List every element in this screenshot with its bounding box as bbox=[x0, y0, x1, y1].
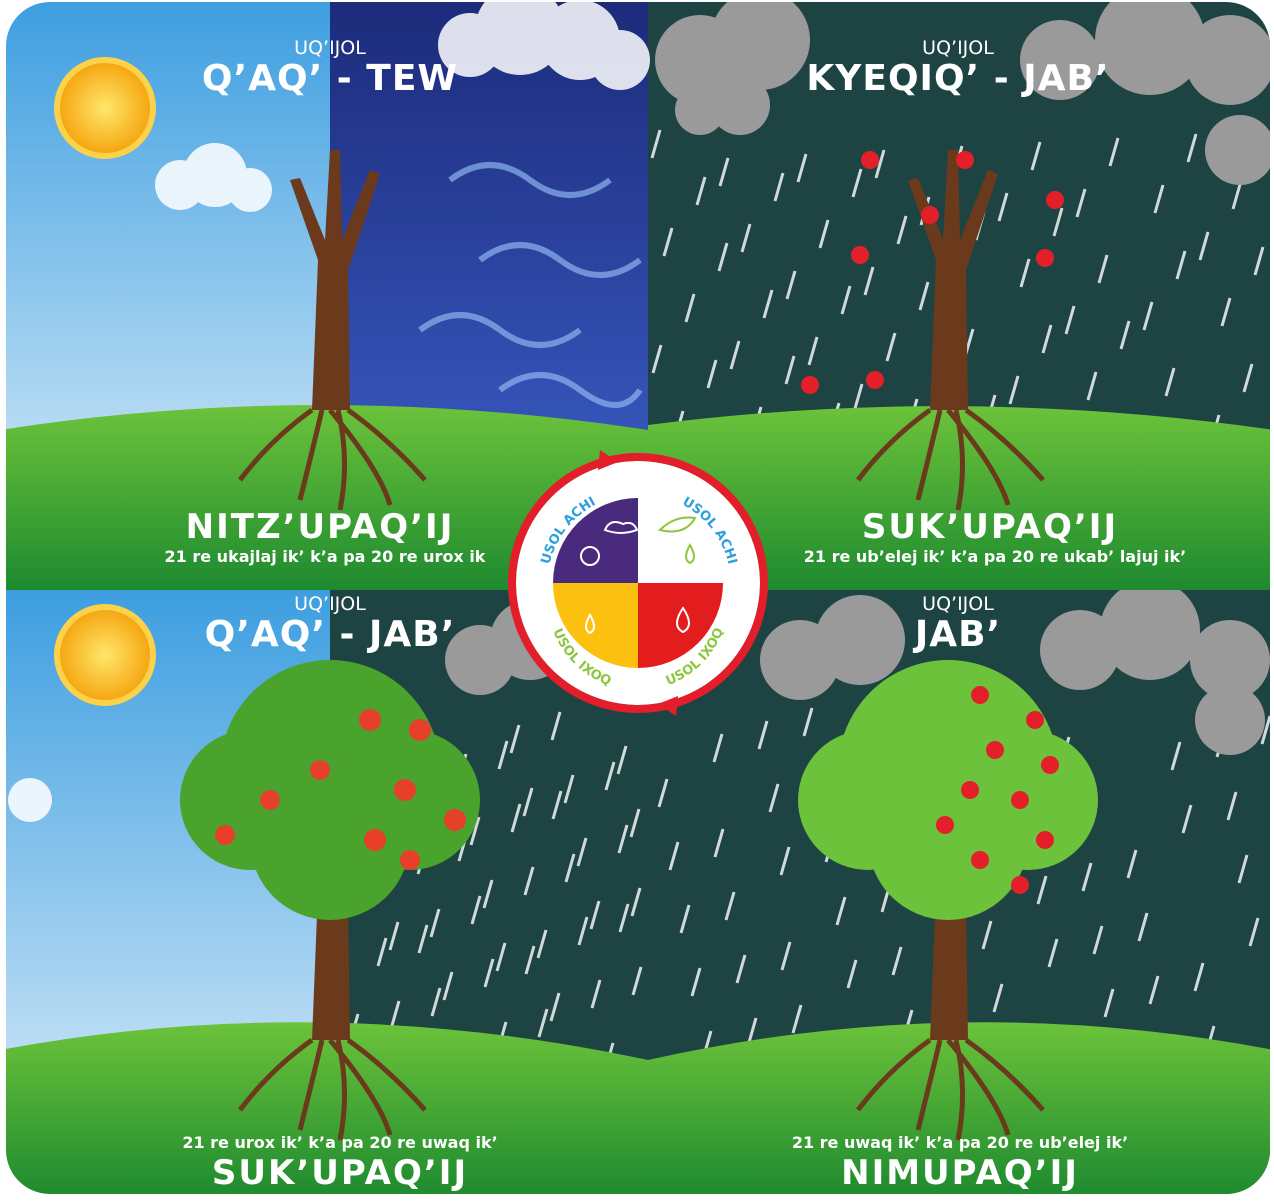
season-infographic: UQ’IJOL Q’AQ’ - TEW NITZ’UPAQ’IJ 21 re u… bbox=[0, 0, 1274, 1197]
season: NITZ’UPAQ’IJ bbox=[186, 507, 455, 547]
panel-label: UQ’IJOL bbox=[294, 593, 366, 615]
panel-title: JAB’ bbox=[912, 614, 1001, 655]
season: SUK’UPAQ’IJ bbox=[862, 507, 1118, 547]
panel-label: UQ’IJOL bbox=[294, 37, 366, 59]
dates: 21 re ub’elej ik’ k’a pa 20 re ukab’ laj… bbox=[804, 547, 1186, 566]
dates: 21 re urox ik’ k’a pa 20 re uwaq ik’ bbox=[182, 1133, 497, 1152]
panel-title: Q’AQ’ - TEW bbox=[202, 58, 458, 99]
panel-title: Q’AQ’ - JAB’ bbox=[205, 614, 456, 655]
panel-label: UQ’IJOL bbox=[922, 593, 994, 615]
season: NIMUPAQ’IJ bbox=[841, 1153, 1079, 1193]
dates: 21 re ukajlaj ik’ k’a pa 20 re urox ik bbox=[165, 547, 486, 566]
panel-label: UQ’IJOL bbox=[922, 37, 994, 59]
sun bbox=[57, 607, 153, 703]
panel-title: KYEQIQ’ - JAB’ bbox=[806, 58, 1109, 99]
season: SUK’UPAQ’IJ bbox=[212, 1153, 468, 1193]
dates: 21 re uwaq ik’ k’a pa 20 re ub’elej ik’ bbox=[792, 1133, 1128, 1152]
season-wheel: USOL ACHI USOL ACHI USOL IXOQ USOL IXOQ bbox=[512, 450, 764, 716]
sun bbox=[57, 60, 153, 156]
